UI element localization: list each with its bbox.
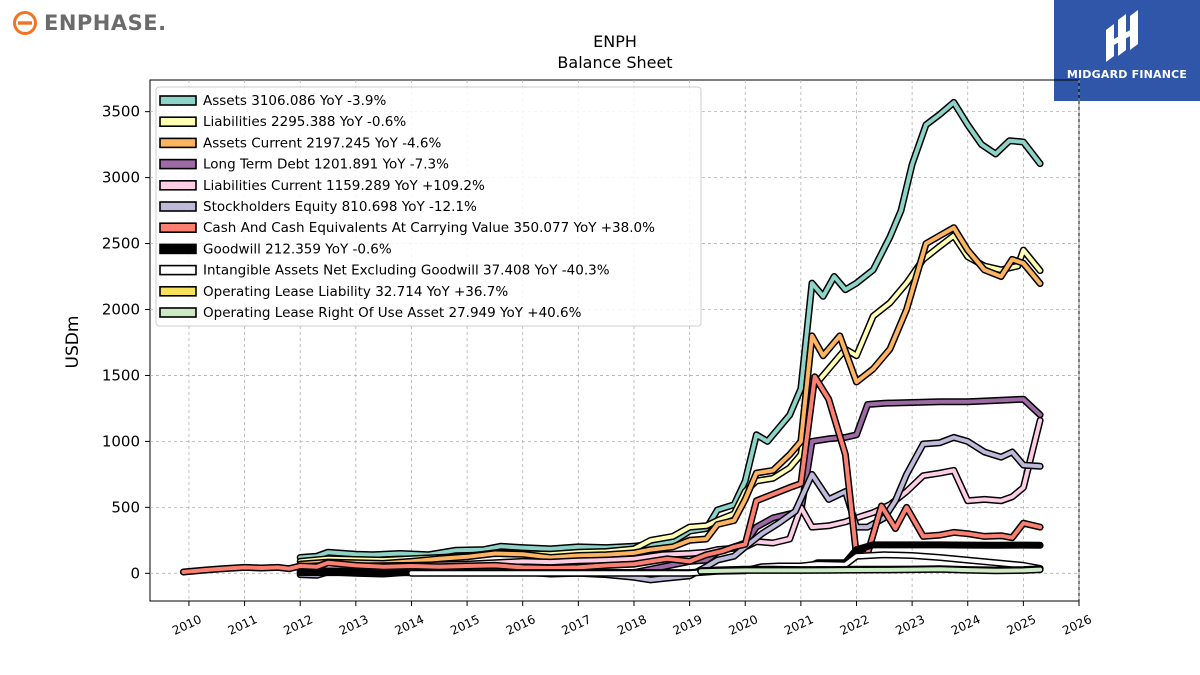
x-tick-label: 2022	[838, 612, 872, 638]
legend-item: Liabilities Current 1159.289 YoY +109.2%	[159, 178, 485, 194]
x-tick-label: 2013	[337, 612, 371, 638]
y-axis-label: USDm	[63, 316, 83, 369]
legend-item: Liabilities 2295.388 YoY -0.6%	[159, 114, 406, 130]
x-tick-label: 2018	[615, 612, 649, 638]
legend-item: Cash And Cash Equivalents At Carrying Va…	[159, 220, 655, 236]
partner-logo: MIDGARD FINANCE	[1054, 0, 1200, 101]
legend-label: Cash And Cash Equivalents At Carrying Va…	[203, 220, 655, 236]
chart-title: ENPH	[593, 32, 637, 51]
legend-label: Assets Current 2197.245 YoY -4.6%	[203, 135, 442, 151]
series-stroke	[181, 374, 1043, 574]
y-tick-label: 1000	[102, 432, 140, 450]
legend-label: Operating Lease Right Of Use Asset 27.94…	[203, 305, 582, 321]
legend-label: Long Term Debt 1201.891 YoY -7.3%	[203, 157, 449, 173]
legend-swatch	[159, 180, 197, 191]
y-axis: 0 500 1000 1500 2000 2500 3000 3500	[102, 103, 150, 582]
legend-swatch	[159, 307, 197, 318]
legend-label: Assets 3106.086 YoY -3.9%	[203, 93, 387, 109]
x-tick-label: 2017	[560, 612, 594, 638]
legend-swatch	[159, 158, 197, 170]
legend-label: Operating Lease Liability 32.714 YoY +36…	[203, 284, 508, 300]
legend: Assets 3106.086 YoY -3.9% Liabilities 229…	[155, 86, 702, 327]
x-tick-label: 2016	[504, 612, 538, 638]
legend-label: Liabilities Current 1159.289 YoY +109.2%	[203, 178, 485, 194]
series-stroke	[298, 225, 1043, 567]
brand-logo: ENPHASE.	[12, 10, 167, 36]
x-tick-label: 2014	[393, 612, 427, 638]
legend-item: Operating Lease Liability 32.714 YoY +36…	[159, 284, 508, 300]
legend-swatch	[159, 285, 197, 297]
legend-item: Operating Lease Right Of Use Asset 27.94…	[159, 305, 582, 321]
x-axis: 2010 2011 2012 2013 2014 2015 2016 2017 2018 2019…	[170, 601, 1094, 638]
legend-label: Liabilities 2295.388 YoY -0.6%	[203, 114, 406, 130]
legend-label: Goodwill 212.359 YoY -0.6%	[203, 241, 392, 257]
series-line-6	[179, 373, 1044, 576]
enphase-logo-icon	[13, 11, 37, 35]
y-tick-label: 0	[130, 564, 140, 582]
legend-swatch	[159, 95, 197, 106]
y-tick-label: 3500	[102, 103, 140, 121]
legend-item: Goodwill 212.359 YoY -0.6%	[159, 241, 392, 257]
legend-item: Intangible Assets Net Excluding Goodwill…	[159, 263, 610, 279]
brand-name: ENPHASE.	[44, 11, 167, 35]
x-tick-label: 2024	[949, 612, 983, 638]
y-tick-label: 2500	[102, 235, 140, 253]
series-line-10	[697, 565, 1044, 575]
partner-name: MIDGARD FINANCE	[1066, 68, 1188, 81]
x-tick-label: 2020	[726, 612, 760, 638]
legend-swatch	[159, 201, 197, 212]
legend-swatch	[159, 137, 197, 149]
legend-item: Assets 3106.086 YoY -3.9%	[159, 93, 387, 109]
y-tick-label: 500	[111, 498, 140, 516]
legend-swatch	[159, 243, 197, 255]
legend-item: Assets Current 2197.245 YoY -4.6%	[159, 135, 442, 151]
x-tick-label: 2011	[226, 612, 260, 638]
legend-frame	[155, 86, 702, 327]
x-tick-label: 2012	[281, 612, 315, 638]
series-line-2	[296, 224, 1044, 568]
legend-item: Long Term Debt 1201.891 YoY -7.3%	[159, 157, 449, 173]
legend-swatch	[159, 264, 197, 276]
midgard-logo-icon	[1106, 10, 1138, 62]
x-tick-label: 2026	[1060, 612, 1094, 638]
x-tick-label: 2019	[671, 612, 705, 638]
x-tick-label: 2023	[893, 612, 927, 638]
series-stroke	[698, 567, 1043, 574]
x-tick-label: 2021	[782, 612, 816, 638]
legend-label: Intangible Assets Net Excluding Goodwill…	[203, 263, 610, 279]
legend-swatch	[159, 116, 197, 127]
series-line-0	[296, 98, 1044, 561]
series-line-4	[296, 416, 1044, 571]
series-lines	[179, 98, 1044, 584]
series-stroke	[298, 100, 1043, 560]
x-tick-label: 2015	[448, 612, 482, 638]
y-tick-label: 3000	[102, 169, 140, 187]
legend-item: Stockholders Equity 810.698 YoY -12.1%	[159, 199, 477, 215]
y-tick-label: 1500	[102, 366, 140, 384]
series-stroke	[298, 418, 1043, 569]
x-tick-label: 2025	[1005, 612, 1039, 638]
legend-label: Stockholders Equity 810.698 YoY -12.1%	[203, 199, 477, 215]
y-tick-label: 2000	[102, 301, 140, 319]
chart-subtitle: Balance Sheet	[557, 53, 673, 72]
legend-swatch	[159, 222, 197, 233]
x-tick-label: 2010	[170, 612, 204, 638]
